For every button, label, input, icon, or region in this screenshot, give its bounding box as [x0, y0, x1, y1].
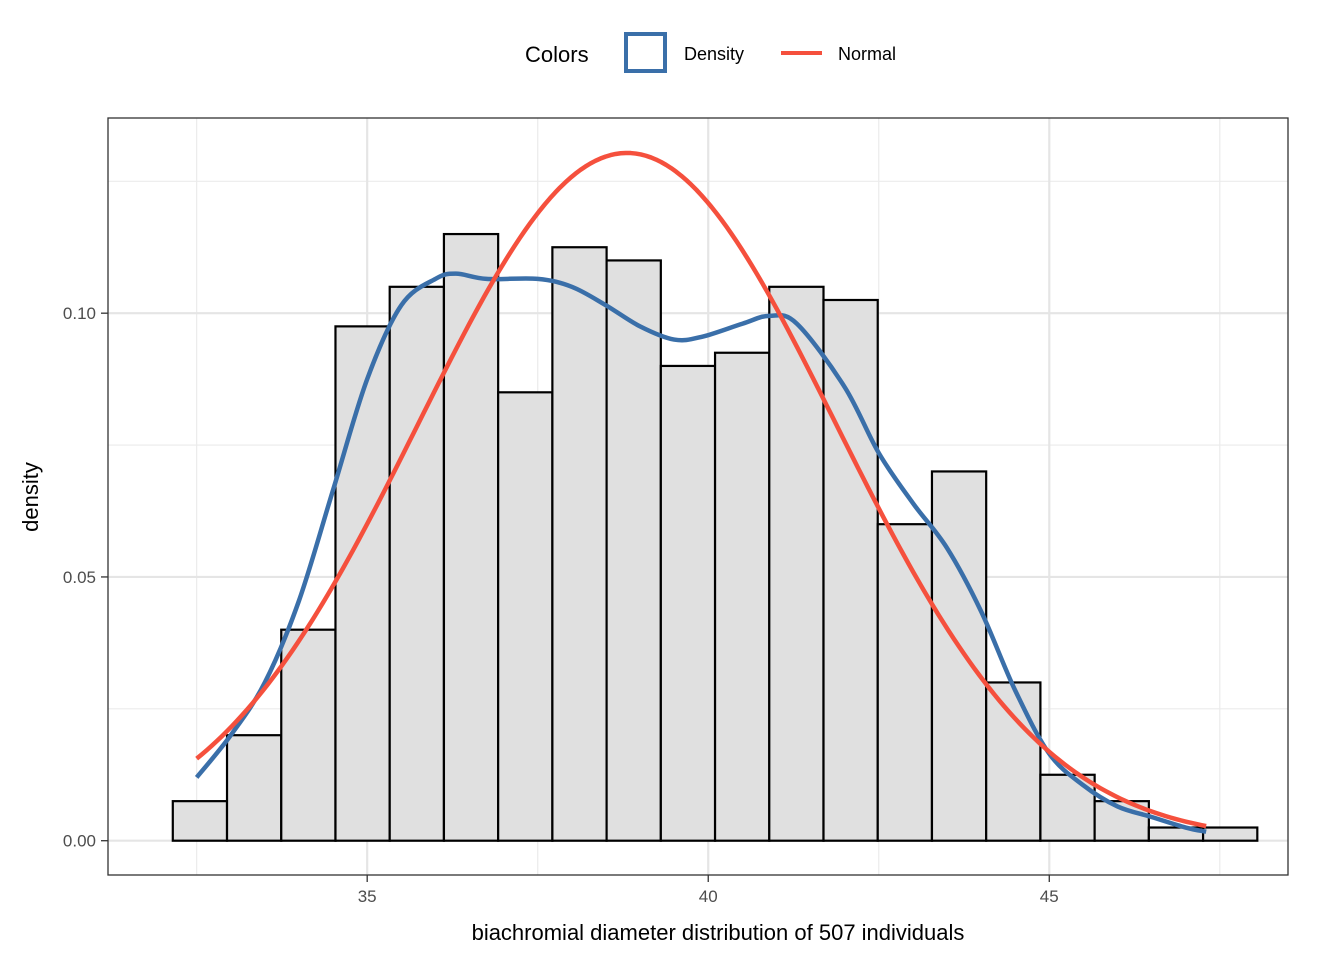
normal-curve — [195, 150, 1207, 829]
panel-border — [107, 117, 1289, 876]
plot-area — [107, 117, 1289, 876]
histogram-bar — [497, 391, 554, 842]
histogram-bar — [822, 298, 879, 842]
histogram-bar — [659, 364, 717, 842]
legend-label-density: Density — [684, 44, 744, 64]
legend: Colors Density Normal — [525, 32, 896, 73]
histogram-bar — [1039, 773, 1096, 842]
x-tick-label: 45 — [1040, 887, 1059, 906]
histogram-bar — [1201, 826, 1259, 842]
x-axis: 35 40 45 — [358, 875, 1059, 906]
legend-key-density — [624, 32, 667, 73]
histogram-bar — [930, 470, 988, 842]
histogram-bar — [551, 246, 608, 842]
y-axis-title: density — [18, 462, 43, 532]
y-axis: 0.00 0.05 0.10 — [63, 304, 108, 851]
legend-label-normal: Normal — [838, 44, 896, 64]
histogram-bar — [280, 628, 337, 842]
histogram-bar — [225, 734, 283, 842]
histogram-bar — [171, 800, 229, 842]
y-tick-label: 0.00 — [63, 832, 96, 851]
density-curves — [194, 150, 1207, 834]
histogram-bar — [388, 285, 446, 842]
y-tick-label: 0.10 — [63, 304, 96, 323]
histogram-bar — [334, 325, 391, 842]
x-tick-label: 35 — [358, 887, 377, 906]
legend-title: Colors — [525, 42, 589, 67]
histogram-bar — [713, 351, 771, 842]
x-axis-title: biachromial diameter distribution of 507… — [472, 920, 965, 945]
histogram-bar — [605, 259, 662, 842]
y-tick-label: 0.05 — [63, 568, 96, 587]
x-tick-label: 40 — [699, 887, 718, 906]
histogram-bar — [876, 523, 934, 842]
histogram-bars — [171, 232, 1259, 842]
histogram-bar — [985, 681, 1042, 842]
histogram-bar — [768, 285, 825, 842]
